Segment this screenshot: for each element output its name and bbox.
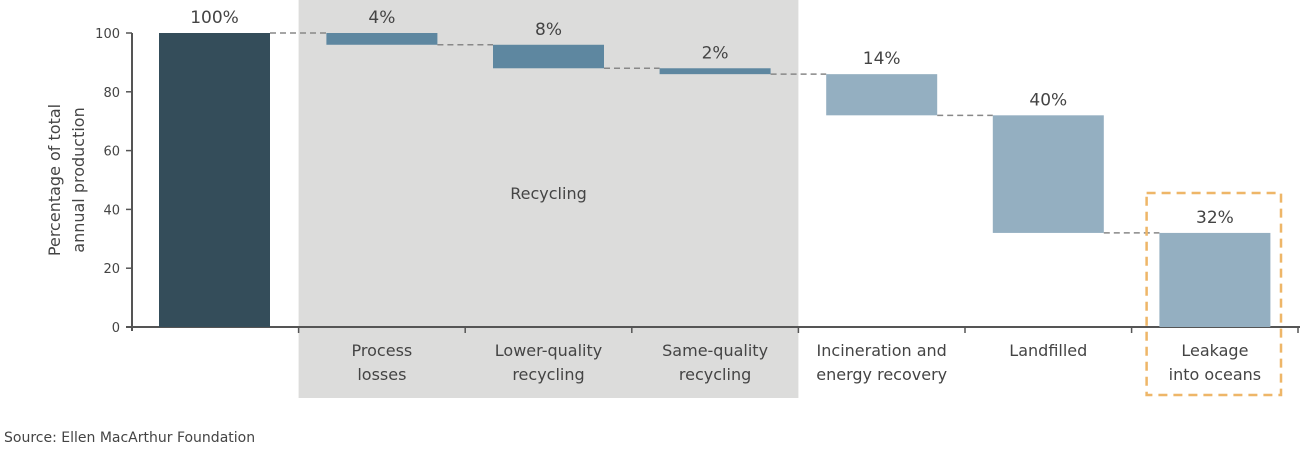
category-label: energy recovery [816, 365, 947, 384]
category-label: into oceans [1169, 365, 1261, 384]
highlight-box [1145, 191, 1283, 397]
source-note: Source: Ellen MacArthur Foundation [4, 430, 256, 446]
bar-value-label: 4% [368, 8, 395, 28]
y-tick-label: 0 [112, 321, 120, 336]
y-tick-label: 100 [95, 27, 120, 42]
bar-value-label: 100% [190, 8, 239, 28]
bar [992, 115, 1104, 233]
bar [159, 33, 270, 327]
category-label: Landfilled [1009, 341, 1087, 360]
y-tick-label: 20 [103, 262, 120, 277]
y-tick-label: 80 [103, 86, 120, 101]
category-label: losses [357, 365, 406, 384]
category-label: Leakage [1181, 341, 1248, 360]
bar-value-label: 2% [702, 43, 729, 63]
category-label: Lower-quality [495, 341, 602, 360]
bar [1159, 232, 1271, 327]
y-tick-label: 60 [103, 145, 120, 160]
category-label: recycling [512, 365, 584, 384]
bar-value-label: 32% [1196, 208, 1234, 228]
bar [326, 33, 438, 45]
category-label: Incineration and [817, 341, 947, 360]
category-label: Same-quality [662, 341, 768, 360]
category-label: Process [352, 341, 413, 360]
y-axis-label: Percentage of total [45, 104, 64, 256]
y-axis-label: annual production [69, 107, 88, 252]
bar-value-label: 14% [863, 49, 901, 69]
category-label: recycling [679, 365, 751, 384]
bar [659, 68, 771, 75]
bar [826, 74, 938, 116]
y-tick-label: 40 [103, 203, 120, 218]
bar-value-label: 40% [1029, 90, 1067, 110]
bar-value-label: 8% [535, 20, 562, 40]
recycling-band-label: Recycling [510, 184, 587, 203]
bar [493, 44, 604, 69]
